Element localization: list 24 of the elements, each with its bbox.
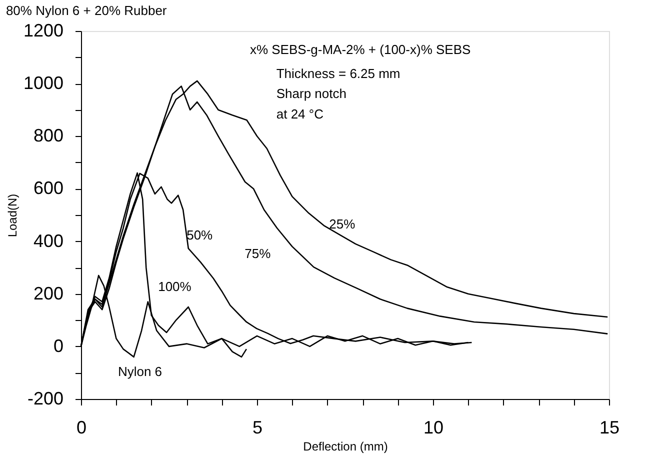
- x-axis-title: Deflection (mm): [303, 440, 388, 454]
- annotation: at 24 °C: [276, 106, 324, 122]
- y-tick-label: 0: [53, 336, 64, 356]
- annotation: 50%: [186, 228, 214, 243]
- chart-title: 80% Nylon 6 + 20% Rubber: [6, 3, 168, 18]
- annotation: Nylon 6: [118, 364, 162, 379]
- annotation: x% SEBS-g-MA-2% + (100-x)% SEBS: [250, 42, 471, 57]
- y-tick-label: 600: [33, 178, 64, 198]
- x-tick-label: 5: [252, 418, 263, 438]
- x-tick-label: 10: [423, 418, 444, 438]
- y-tick-label: 800: [33, 126, 64, 146]
- annotation: 100%: [158, 279, 192, 294]
- annotation: Sharp notch: [276, 86, 346, 102]
- x-tick-label: 15: [599, 418, 620, 438]
- y-tick-label: 400: [33, 230, 64, 251]
- y-axis-title: Load(N): [5, 194, 20, 238]
- annotation: 75%: [244, 246, 272, 262]
- y-tick-label: 1200: [23, 20, 64, 40]
- annotation: 25%: [329, 216, 356, 232]
- x-tick-label: 0: [76, 418, 87, 438]
- y-tick-label: 1000: [23, 73, 64, 94]
- annotation: Thickness = 6.25 mm: [276, 66, 400, 81]
- y-tick-label: -200: [27, 388, 64, 408]
- y-tick-label: 200: [33, 283, 64, 304]
